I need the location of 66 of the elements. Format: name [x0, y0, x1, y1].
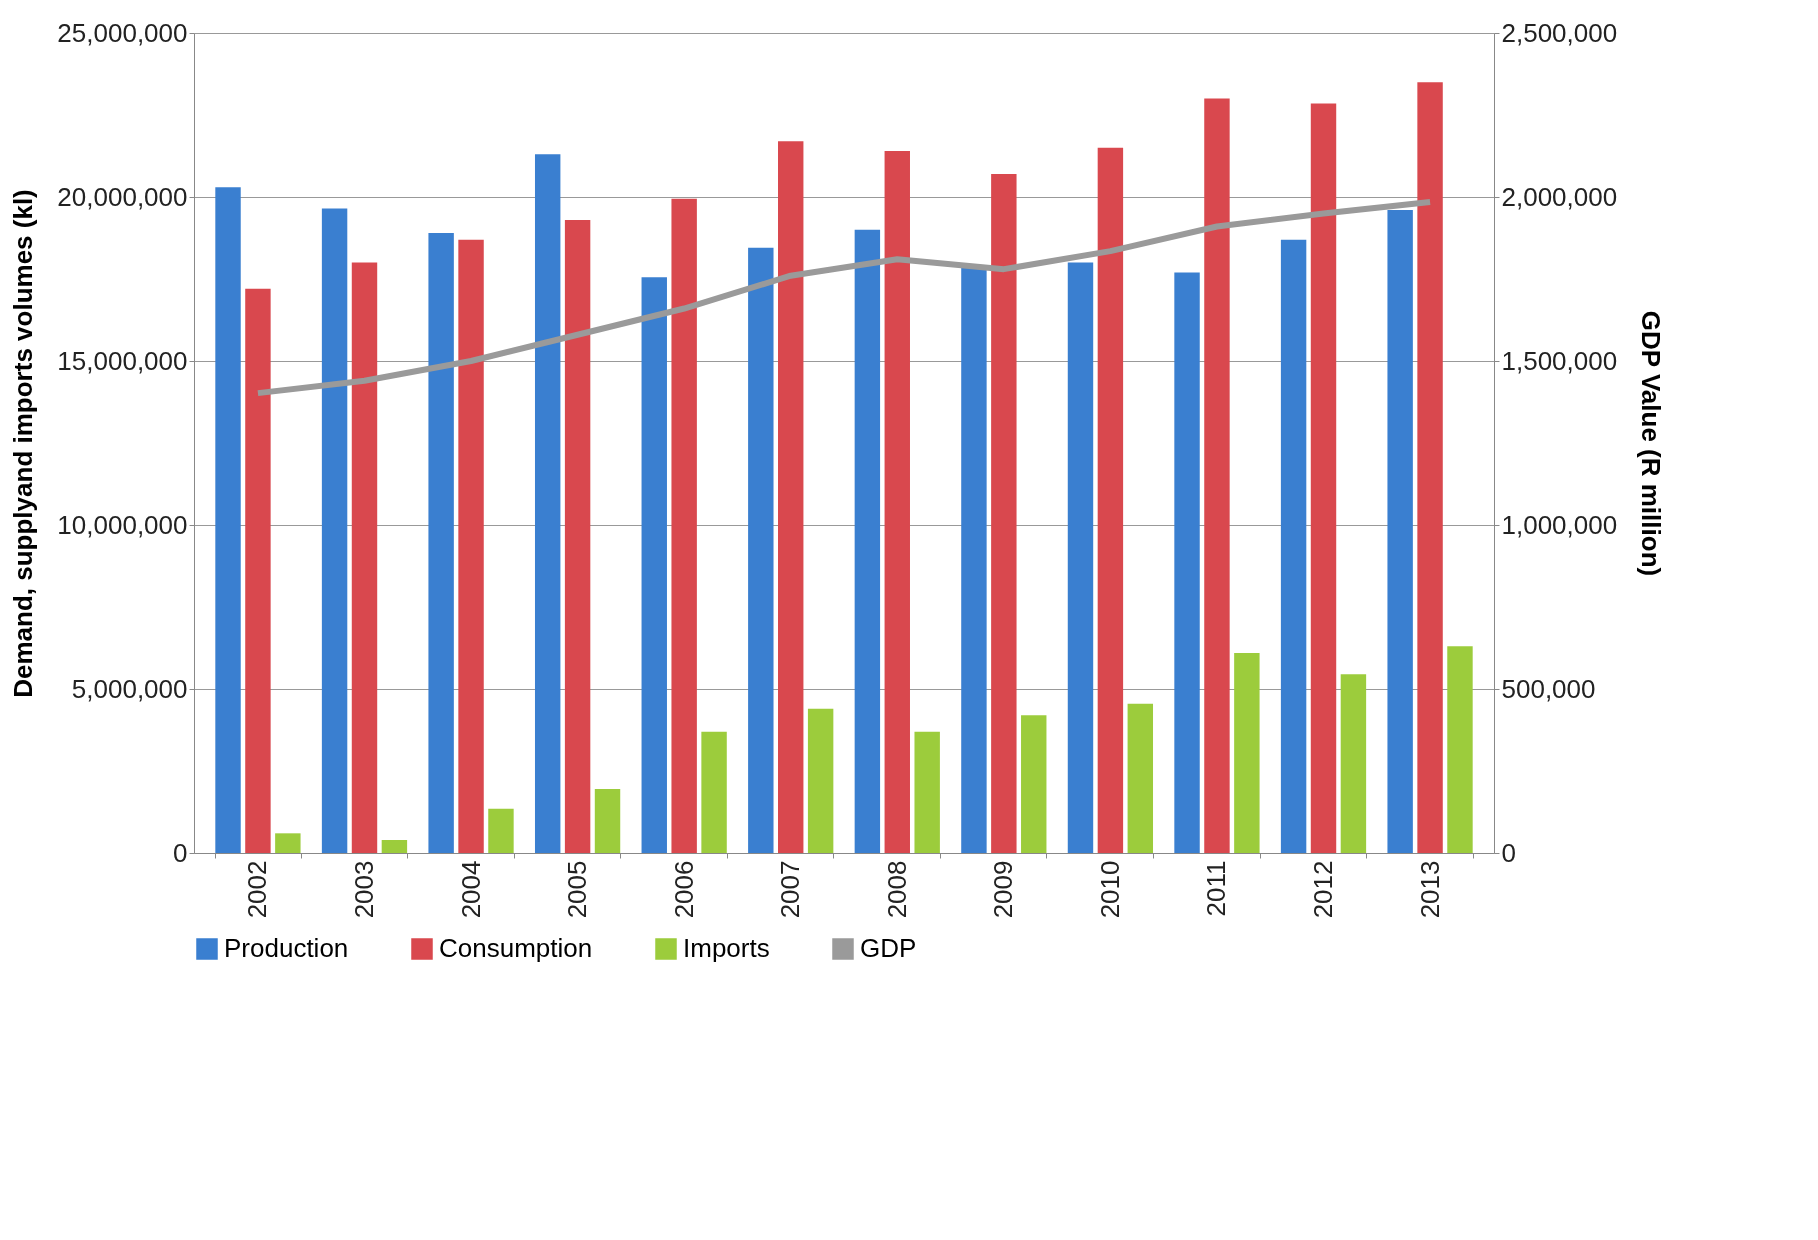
bar [1340, 674, 1367, 853]
bar [748, 247, 774, 853]
bar [594, 789, 621, 853]
bar [1127, 703, 1154, 853]
bar [1097, 147, 1124, 853]
legend-label: Imports [683, 933, 770, 963]
bar [778, 141, 804, 853]
bar [1067, 262, 1094, 853]
x-tick-label: 2007 [775, 860, 806, 919]
x-tick-label: 2006 [668, 860, 699, 919]
bar [1174, 272, 1200, 853]
x-tick-label: 2012 [1308, 860, 1339, 919]
bar [961, 265, 987, 853]
legend-label: GDP [860, 933, 917, 963]
bar [564, 219, 591, 853]
bar [321, 208, 348, 853]
x-tick-label: 2013 [1414, 860, 1445, 919]
bar [991, 174, 1017, 853]
y2-tick-label: 0 [1501, 837, 1516, 868]
x-tick-label: 2011 [1201, 860, 1232, 917]
bar [1204, 98, 1230, 853]
x-tick-label: 2004 [455, 860, 486, 919]
bar [641, 277, 667, 853]
bar [275, 833, 301, 853]
bar [458, 239, 484, 853]
bar [1021, 715, 1047, 853]
legend-label: Consumption [439, 933, 593, 963]
x-tick-label: 2005 [562, 860, 593, 919]
bar [671, 198, 697, 853]
x-tick-label: 2009 [988, 860, 1019, 919]
x-tick-label: 2003 [348, 860, 379, 919]
bar [1447, 646, 1473, 853]
x-tick-label: 2008 [881, 860, 912, 919]
bar [1387, 210, 1413, 853]
bar [807, 708, 834, 853]
bar [351, 262, 378, 853]
y2-tick-label: 500,000 [1501, 673, 1596, 704]
y-tick-label: 0 [173, 837, 188, 868]
y-tick-label: 5,000,000 [71, 673, 188, 704]
y2-tick-label: 2,500,000 [1501, 17, 1618, 48]
bar [488, 808, 514, 853]
y2-tick-label: 1,500,000 [1501, 345, 1618, 376]
y-tick-label: 10,000,000 [57, 509, 188, 540]
bar [215, 187, 241, 853]
bar [701, 731, 727, 853]
y2-tick-label: 1,000,000 [1501, 509, 1618, 540]
y-axis-title: Demand, supplyand imports volumes (kl) [8, 189, 39, 698]
legend-label: Production [224, 933, 349, 963]
bar [1234, 652, 1260, 853]
x-tick-label: 2010 [1094, 860, 1125, 919]
bar [245, 288, 271, 853]
bar [381, 839, 408, 853]
bar [884, 151, 910, 853]
bar [534, 154, 561, 853]
bar [854, 229, 881, 853]
bar [1280, 239, 1307, 853]
bar [1310, 103, 1337, 853]
y2-tick-label: 2,000,000 [1501, 181, 1618, 212]
y2-axis-title: GDP Value (R million) [1636, 310, 1667, 577]
bar [914, 731, 940, 853]
bar [428, 233, 454, 853]
y-tick-label: 25,000,000 [57, 17, 188, 48]
x-tick-label: 2002 [242, 860, 273, 919]
bar [1417, 82, 1443, 853]
y-tick-label: 15,000,000 [57, 345, 188, 376]
y-tick-label: 20,000,000 [57, 181, 188, 212]
